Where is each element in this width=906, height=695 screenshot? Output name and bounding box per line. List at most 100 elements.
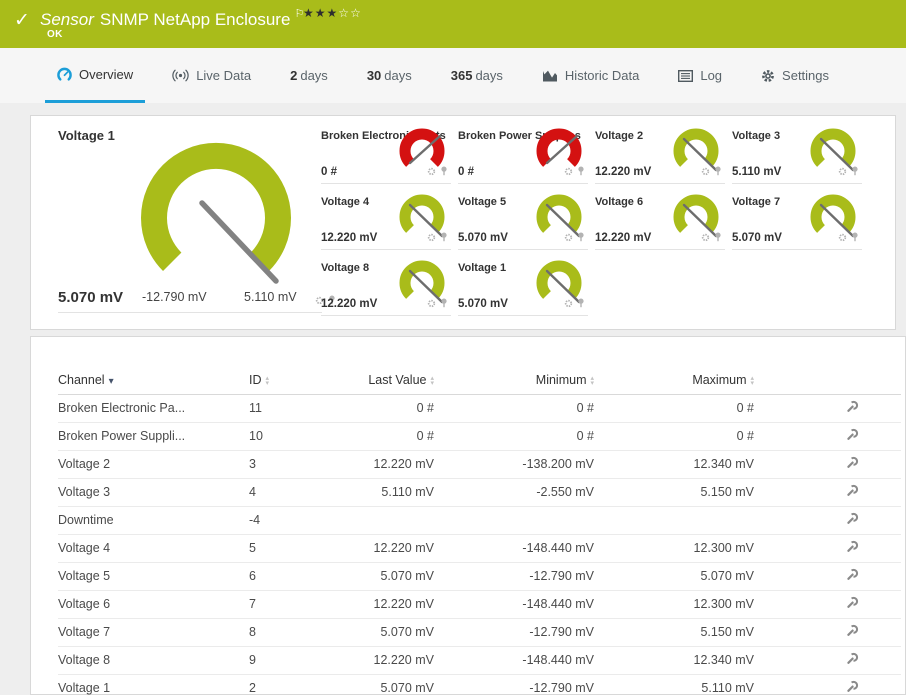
id-cell: 10: [249, 422, 309, 451]
pin-icon[interactable]: [577, 295, 585, 313]
channel-row-voltage-6[interactable]: Voltage 6 7 12.220 mV -148.440 mV 12.300 mV: [58, 590, 901, 619]
pin-icon[interactable]: [577, 229, 585, 247]
gear-icon[interactable]: [315, 292, 324, 310]
minimum-cell: 0 #: [434, 422, 594, 451]
priority-stars[interactable]: ★★★☆☆: [303, 6, 362, 20]
tab-365-days[interactable]: 365 days: [450, 68, 503, 83]
primary-gauge-name: Voltage 1: [58, 128, 115, 143]
gear-icon[interactable]: [701, 163, 710, 181]
priority-star[interactable]: ★: [314, 6, 327, 20]
column-header-id[interactable]: ID ▴ ▾: [249, 367, 309, 395]
channel-row-voltage-1[interactable]: Voltage 1 2 5.070 mV -12.790 mV 5.110 mV: [58, 674, 901, 695]
pin-icon[interactable]: [714, 163, 722, 181]
pin-icon[interactable]: [851, 163, 859, 181]
status-ok-icon: ✓: [14, 10, 30, 31]
tab-overview[interactable]: Overview: [45, 48, 146, 103]
pin-icon[interactable]: [714, 229, 722, 247]
tab-settings[interactable]: Settings: [749, 48, 841, 103]
gauge-tile-voltage-1[interactable]: Voltage 1 5.070 mV: [458, 250, 588, 316]
channel-row-voltage-8[interactable]: Voltage 8 9 12.220 mV -148.440 mV 12.340 mV: [58, 646, 901, 675]
tab-30-days[interactable]: 30 days: [366, 68, 412, 83]
maximum-cell: 5.150 mV: [594, 618, 754, 647]
gauge-tile-voltage-8[interactable]: Voltage 8 12.220 mV: [321, 250, 451, 316]
gauge-name: Voltage 1: [458, 262, 507, 274]
channel-row-voltage-4[interactable]: Voltage 4 5 12.220 mV -148.440 mV 12.300 mV: [58, 534, 901, 563]
pin-icon[interactable]: [440, 229, 448, 247]
gauge-tile-voltage-6[interactable]: Voltage 6 12.220 mV: [595, 184, 725, 250]
gear-icon[interactable]: [564, 229, 573, 247]
priority-star[interactable]: ★: [326, 6, 339, 20]
priority-star[interactable]: ☆: [338, 6, 351, 20]
gear-icon[interactable]: [427, 229, 436, 247]
minimum-cell: -12.790 mV: [434, 562, 594, 591]
gauge-tile-broken-power-supplies[interactable]: Broken Power Supplies 0 #: [458, 118, 588, 184]
channel-settings-wrench-icon[interactable]: [846, 400, 859, 416]
gauges-panel: Voltage 1 5.070 mV -12.790 mV 5.110 mV B…: [30, 115, 896, 330]
channel-settings-wrench-icon[interactable]: [846, 652, 859, 668]
channel-row-voltage-5[interactable]: Voltage 5 6 5.070 mV -12.790 mV 5.070 mV: [58, 562, 901, 591]
gauge-tile-voltage-5[interactable]: Voltage 5 5.070 mV: [458, 184, 588, 250]
gauge-tile-voltage-7[interactable]: Voltage 7 5.070 mV: [732, 184, 862, 250]
status-badge: OK: [47, 29, 63, 40]
gauge: [806, 193, 860, 248]
channel-cell: Voltage 6: [58, 590, 249, 619]
sensor-type-label: Sensor: [40, 10, 94, 29]
tab-live-data[interactable]: Live Data: [160, 48, 263, 103]
gear-icon[interactable]: [427, 163, 436, 181]
channel-settings-wrench-icon[interactable]: [846, 484, 859, 500]
channel-row-broken-power-suppli-[interactable]: Broken Power Suppli... 10 0 #0 #0 #: [58, 422, 901, 451]
channel-row-voltage-2[interactable]: Voltage 2 3 12.220 mV -138.200 mV 12.340 mV: [58, 450, 901, 479]
tab-log[interactable]: Log: [666, 48, 734, 103]
channel-cell: Voltage 4: [58, 534, 249, 563]
channel-settings-wrench-icon[interactable]: [846, 540, 859, 556]
minimum-cell: -148.440 mV: [434, 646, 594, 675]
pin-icon[interactable]: [440, 163, 448, 181]
channel-settings-wrench-icon[interactable]: [846, 596, 859, 612]
pin-icon[interactable]: [851, 229, 859, 247]
channel-cell: Voltage 7: [58, 618, 249, 647]
gauge-tile-voltage-4[interactable]: Voltage 4 12.220 mV: [321, 184, 451, 250]
channel-settings-wrench-icon[interactable]: [846, 428, 859, 444]
gear-icon[interactable]: [564, 163, 573, 181]
maximum-cell: 0 #: [594, 422, 754, 451]
id-cell: 9: [249, 646, 309, 675]
channel-row-broken-electronic-pa-[interactable]: Broken Electronic Pa... 11 0 #0 #0 #: [58, 394, 901, 423]
gear-icon[interactable]: [427, 295, 436, 313]
gear-icon[interactable]: [701, 229, 710, 247]
minimum-cell: 0 #: [434, 394, 594, 423]
tab-2-days[interactable]: 2 days: [290, 68, 328, 83]
gauge-value: 5.070 mV: [458, 232, 508, 244]
gauge-tile-voltage-3[interactable]: Voltage 3 5.110 mV: [732, 118, 862, 184]
minimum-cell: -138.200 mV: [434, 450, 594, 479]
column-header-channel[interactable]: Channel ▾: [58, 367, 249, 395]
gauge-tile-broken-electronic-parts[interactable]: Broken Electronic Parts 0 #: [321, 118, 451, 184]
gear-icon[interactable]: [838, 163, 847, 181]
channel-row-downtime[interactable]: Downtime -4: [58, 506, 901, 535]
channel-row-voltage-7[interactable]: Voltage 7 8 5.070 mV -12.790 mV 5.150 mV: [58, 618, 901, 647]
channel-settings-wrench-icon[interactable]: [846, 512, 859, 528]
channel-settings-wrench-icon[interactable]: [846, 568, 859, 584]
channel-settings-wrench-icon[interactable]: [846, 624, 859, 640]
column-header-maximum[interactable]: Maximum ▴ ▾: [594, 367, 754, 395]
column-header-last-value[interactable]: Last Value ▴ ▾: [309, 367, 434, 395]
gauge: [395, 193, 449, 248]
pin-icon[interactable]: [577, 163, 585, 181]
channel-settings-wrench-icon[interactable]: [846, 680, 859, 695]
last-value-cell: 12.220 mV: [309, 534, 434, 563]
channel-row-voltage-3[interactable]: Voltage 3 4 5.110 mV -2.550 mV 5.150 mV: [58, 478, 901, 507]
priority-star[interactable]: ★: [303, 6, 315, 20]
tab-historic-data[interactable]: Historic Data: [530, 48, 651, 103]
maximum-cell: 5.070 mV: [594, 562, 754, 591]
gauge-name: Voltage 2: [595, 130, 644, 142]
pin-icon[interactable]: [440, 295, 448, 313]
tab-label: Log: [700, 68, 723, 83]
gear-icon[interactable]: [838, 229, 847, 247]
gauge: [669, 127, 723, 182]
priority-star[interactable]: ☆: [350, 6, 362, 20]
gear-icon[interactable]: [564, 295, 573, 313]
pin-icon[interactable]: [328, 292, 336, 310]
channel-settings-wrench-icon[interactable]: [846, 456, 859, 472]
primary-gauge-min: -12.790 mV: [142, 290, 207, 304]
column-header-minimum[interactable]: Minimum ▴ ▾: [434, 367, 594, 395]
gauge-tile-voltage-2[interactable]: Voltage 2 12.220 mV: [595, 118, 725, 184]
